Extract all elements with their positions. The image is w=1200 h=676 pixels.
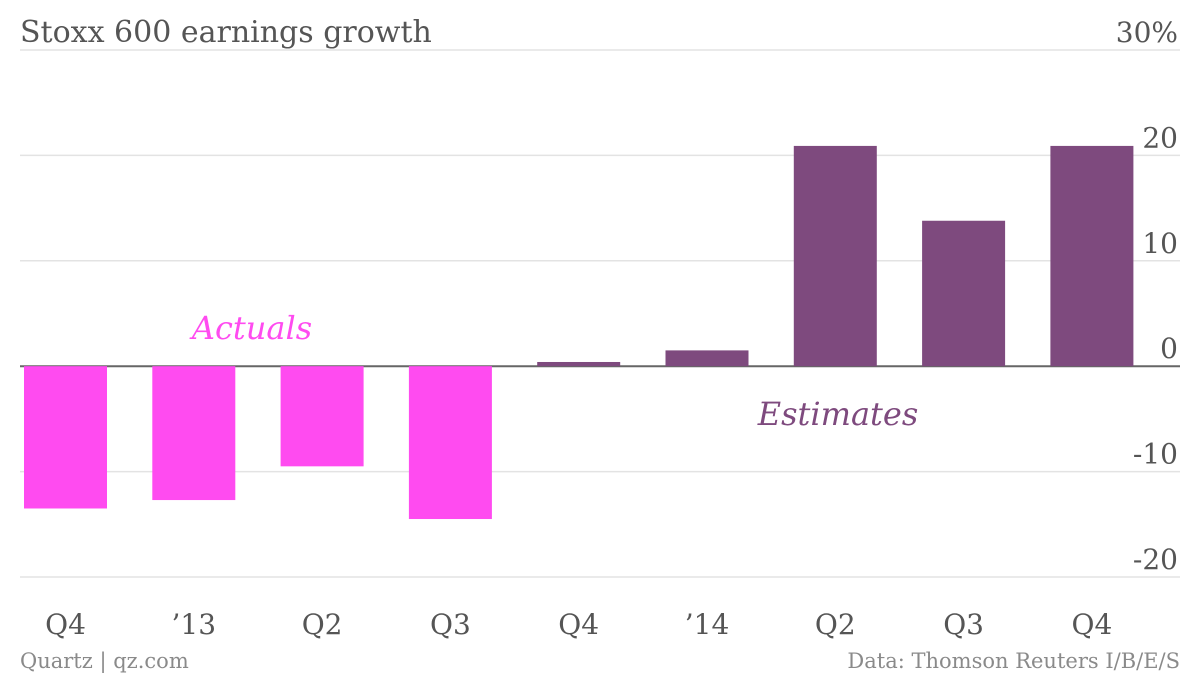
annotation-actuals: Actuals (189, 309, 312, 347)
x-axis-ticks: Q4 ’13 Q2 Q3 Q4 ’14 Q2 Q3 Q4 (45, 608, 1112, 641)
x-tick-label: ’13 (172, 608, 217, 641)
x-tick-label: Q2 (302, 608, 343, 641)
y-tick-label: -20 (1133, 543, 1178, 576)
bars (24, 145, 1134, 520)
source-left: Quartz | qz.com (20, 649, 189, 674)
bar (922, 220, 1006, 367)
annotation-estimates: Estimates (757, 395, 919, 433)
y-tick-label: 30% (1116, 16, 1178, 49)
bar (24, 366, 107, 509)
bar (408, 366, 492, 520)
bar (793, 145, 877, 367)
y-tick-label: 20 (1142, 121, 1178, 154)
x-tick-label: ’14 (685, 608, 730, 641)
group-annotations: Actuals Estimates (189, 309, 918, 433)
chart-title: Stoxx 600 earnings growth (20, 15, 432, 50)
x-tick-label: Q4 (1072, 608, 1113, 641)
x-tick-label: Q3 (943, 608, 984, 641)
source-right: Data: Thomson Reuters I/B/E/S (847, 649, 1180, 673)
bar (665, 350, 749, 367)
bar (152, 366, 236, 501)
y-axis-ticks: 30% 20 10 0 -10 -20 (1116, 16, 1178, 576)
y-tick-label: 0 (1160, 332, 1178, 365)
x-tick-label: Q2 (815, 608, 856, 641)
bar (1050, 145, 1134, 367)
x-tick-label: Q4 (45, 608, 86, 641)
bar (280, 366, 364, 467)
y-tick-label: 10 (1142, 227, 1178, 260)
y-tick-label: -10 (1133, 438, 1178, 471)
x-tick-label: Q4 (558, 608, 599, 641)
x-tick-label: Q3 (430, 608, 471, 641)
bar (537, 361, 621, 367)
